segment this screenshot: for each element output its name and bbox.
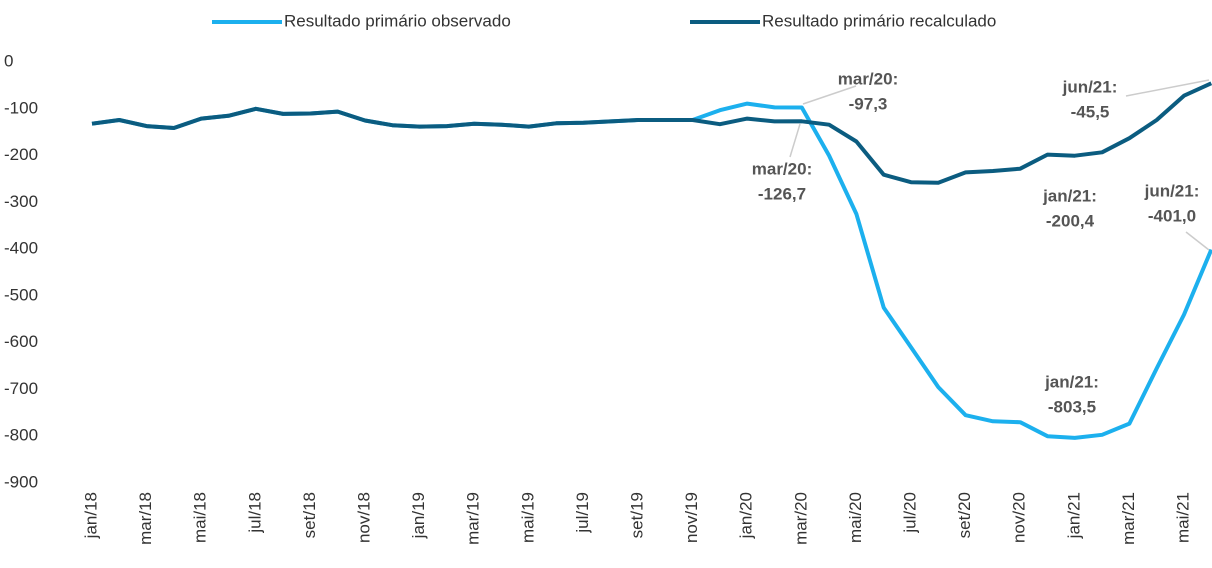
annotation-label: -803,5 — [1048, 397, 1096, 416]
x-tick-label: jul/20 — [900, 492, 919, 534]
x-tick-label: jan/20 — [737, 492, 756, 539]
y-tick-label: -200 — [4, 145, 38, 164]
annotation-title: mar/20: — [838, 69, 898, 88]
y-tick-label: -700 — [4, 379, 38, 398]
y-tick-label: -400 — [4, 239, 38, 258]
x-tick-label: jan/18 — [81, 492, 100, 539]
y-tick-label: -800 — [4, 426, 38, 445]
annotation-title: mar/20: — [752, 159, 812, 178]
x-tick-label: jul/19 — [573, 492, 592, 534]
leader-line — [789, 123, 801, 158]
annotation-title: jun/21: — [1062, 77, 1118, 96]
x-tick-label: mai/21 — [1173, 492, 1192, 543]
annotation-title: jan/21: — [1042, 186, 1097, 205]
annotation-label: -45,5 — [1071, 102, 1110, 121]
leader-line — [802, 85, 857, 105]
y-tick-label: -900 — [4, 472, 38, 491]
x-tick-label: mai/19 — [518, 492, 537, 543]
x-tick-label: jul/18 — [245, 492, 264, 534]
y-tick-label: -100 — [4, 98, 38, 117]
y-tick-label: -500 — [4, 285, 38, 304]
y-tick-label: -600 — [4, 332, 38, 351]
x-tick-label: set/19 — [627, 492, 646, 538]
legend-label: Resultado primário recalculado — [762, 11, 996, 30]
x-tick-label: jan/21 — [1064, 492, 1083, 539]
leader-line — [1185, 231, 1210, 251]
x-tick-label: mar/19 — [464, 492, 483, 545]
annotation-title: jan/21: — [1044, 372, 1099, 391]
annotation-label: -200,4 — [1046, 211, 1095, 230]
annotation-title: jun/21: — [1144, 181, 1200, 200]
y-tick-label: 0 — [4, 51, 13, 70]
annotation-label: -401,0 — [1148, 206, 1196, 225]
x-tick-label: nov/18 — [354, 492, 373, 543]
series-line — [91, 101, 1212, 440]
x-tick-label: jan/19 — [409, 492, 428, 539]
y-tick-label: -300 — [4, 192, 38, 211]
x-tick-label: set/18 — [300, 492, 319, 538]
x-tick-label: set/20 — [955, 492, 974, 538]
x-tick-label: mar/21 — [1119, 492, 1138, 545]
x-tick-label: nov/19 — [682, 492, 701, 543]
x-tick-label: mar/18 — [136, 492, 155, 545]
annotation-label: -126,7 — [758, 184, 806, 203]
x-tick-label: mai/18 — [191, 492, 210, 543]
leader-line — [1125, 79, 1210, 97]
x-tick-label: mai/20 — [846, 492, 865, 543]
x-tick-label: mar/20 — [791, 492, 810, 545]
series-line — [91, 81, 1212, 185]
x-tick-label: nov/20 — [1010, 492, 1029, 543]
legend-label: Resultado primário observado — [284, 11, 511, 30]
annotation-label: -97,3 — [849, 94, 888, 113]
